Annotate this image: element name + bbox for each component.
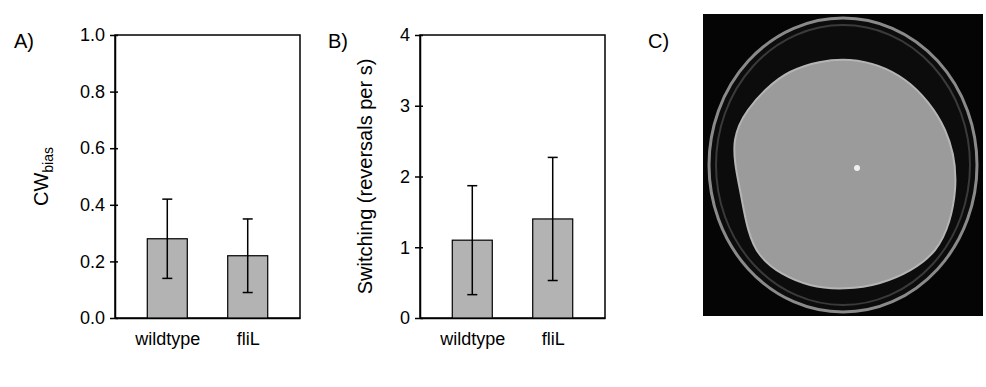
y-tick-mark bbox=[110, 261, 118, 263]
figure: 0.0 0.2 0.4 0.6 0.8 1.0 wildtype fliL CWbias A) 0 1… bbox=[0, 0, 986, 387]
panel: 0.0 0.2 0.4 0.6 0.8 1.0 wildtype fliL bbox=[80, 25, 301, 349]
y-tick-label: 4 bbox=[400, 25, 410, 45]
y-axis-line bbox=[115, 36, 117, 319]
y-tick-label: 2 bbox=[400, 167, 410, 187]
error-bar-cap bbox=[162, 198, 172, 200]
y-tick: 1 bbox=[400, 238, 423, 258]
swarm-colony bbox=[734, 60, 955, 289]
y-tick-label: 0.2 bbox=[80, 252, 105, 272]
error-bar-cap bbox=[548, 280, 558, 282]
y-tick-label: 1 bbox=[400, 238, 410, 258]
error-bar-stem bbox=[167, 199, 169, 278]
panel-letter: B) bbox=[328, 30, 348, 52]
panel-letter: C) bbox=[648, 30, 669, 52]
y-tick-label: 0 bbox=[400, 308, 410, 328]
y-tick-label: 0.4 bbox=[80, 195, 105, 215]
bars bbox=[147, 199, 267, 318]
x-axis-line bbox=[116, 318, 301, 320]
y-tick-label: 0.8 bbox=[80, 82, 105, 102]
plot-frame bbox=[115, 35, 300, 318]
y-tick-mark bbox=[110, 91, 118, 93]
y-tick-label: 0.6 bbox=[80, 138, 105, 158]
plate-photo bbox=[703, 14, 983, 316]
x-tick-label: fliL bbox=[237, 329, 260, 349]
error-bar-stem bbox=[472, 186, 474, 295]
error-bar bbox=[467, 186, 477, 295]
petri-dish bbox=[709, 18, 977, 312]
error-bar-cap bbox=[243, 218, 253, 220]
error-bar bbox=[548, 157, 558, 280]
x-axis-line bbox=[421, 318, 606, 320]
y-tick: 0.0 bbox=[80, 308, 118, 328]
y-tick: 2 bbox=[400, 167, 423, 187]
error-bar bbox=[243, 219, 253, 293]
error-bar-cap bbox=[162, 278, 172, 280]
y-tick: 1.0 bbox=[80, 25, 118, 45]
y-tick-mark bbox=[415, 247, 423, 249]
plot-frame bbox=[420, 35, 605, 318]
x-tick-label: wildtype bbox=[134, 329, 200, 349]
y-tick: 0.2 bbox=[80, 252, 118, 272]
y-tick-label: 3 bbox=[400, 96, 410, 116]
y-tick-mark bbox=[415, 176, 423, 178]
inoculation-point bbox=[854, 165, 860, 171]
y-tick: 0 bbox=[400, 308, 423, 328]
y-axis-title: CWbias bbox=[30, 147, 56, 206]
petri-dish-rim bbox=[716, 25, 970, 305]
error-bar-stem bbox=[247, 219, 249, 293]
y-tick-mark bbox=[110, 35, 118, 37]
y-axis: 0.0 0.2 0.4 0.6 0.8 1.0 bbox=[80, 25, 118, 328]
error-bar-cap bbox=[548, 157, 558, 159]
panel-letter: A) bbox=[14, 30, 34, 52]
y-axis: 0 1 2 3 4 bbox=[400, 25, 423, 328]
y-tick-mark bbox=[110, 148, 118, 150]
y-tick: 4 bbox=[400, 25, 423, 45]
x-tick-label: fliL bbox=[542, 329, 565, 349]
error-bar-cap bbox=[467, 294, 477, 296]
y-tick: 0.8 bbox=[80, 82, 118, 102]
bars bbox=[452, 157, 572, 318]
panel: 0 1 2 3 4 wildtype fliL bbox=[400, 25, 606, 349]
x-tick: wildtype bbox=[439, 329, 505, 349]
x-axis: wildtype fliL bbox=[116, 319, 301, 349]
error-bar-stem bbox=[552, 157, 554, 280]
y-tick-label: 0.0 bbox=[80, 308, 105, 328]
error-bar-cap bbox=[467, 185, 477, 187]
error-bar bbox=[162, 199, 172, 278]
error-bar-cap bbox=[243, 292, 253, 294]
x-tick: fliL bbox=[237, 329, 260, 349]
photo-background bbox=[703, 14, 983, 316]
y-tick: 3 bbox=[400, 96, 423, 116]
y-axis-title: Switching (reversals per s) bbox=[354, 59, 376, 295]
y-tick: 0.4 bbox=[80, 195, 118, 215]
x-tick-label: wildtype bbox=[439, 329, 505, 349]
y-tick-label: 1.0 bbox=[80, 25, 105, 45]
x-tick: fliL bbox=[542, 329, 565, 349]
y-tick-mark bbox=[415, 35, 423, 37]
y-tick-mark bbox=[415, 106, 423, 108]
y-tick-mark bbox=[110, 205, 118, 207]
x-axis: wildtype fliL bbox=[421, 319, 606, 349]
y-tick: 0.6 bbox=[80, 138, 118, 158]
x-tick: wildtype bbox=[134, 329, 200, 349]
